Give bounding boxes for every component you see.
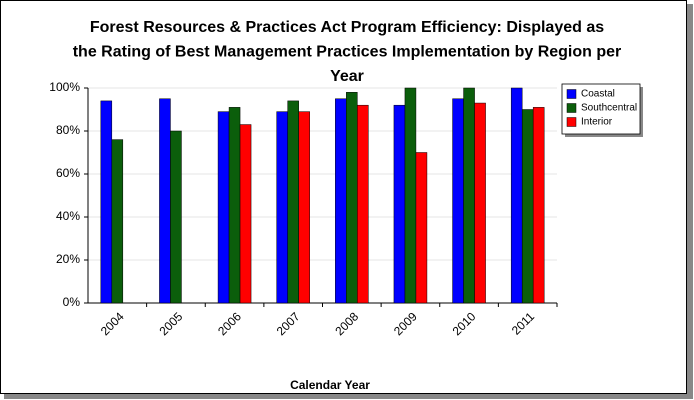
bar [415, 152, 428, 304]
bar [357, 104, 369, 304]
chart-title: Year [330, 68, 364, 85]
legend-label: Southcentral [581, 103, 637, 114]
bar [510, 87, 523, 304]
bar [474, 102, 486, 304]
y-tick-label: 100% [49, 80, 80, 94]
y-tick-label: 80% [56, 123, 80, 137]
bar [346, 92, 358, 304]
bar [463, 87, 475, 304]
legend-swatch [566, 117, 577, 127]
bar [170, 130, 182, 304]
bar [111, 139, 124, 304]
legend-swatch [566, 103, 577, 113]
bar [217, 111, 230, 304]
bar [532, 107, 545, 304]
bar [100, 100, 113, 304]
chart-title: the Rating of Best Management Practices … [73, 44, 622, 61]
y-tick-label: 0% [63, 295, 81, 309]
legend-label: Interior [581, 117, 613, 128]
bar [276, 111, 288, 304]
y-tick-label: 20% [56, 252, 80, 266]
legend-swatch [566, 89, 577, 99]
bar [335, 98, 347, 304]
bar [393, 104, 406, 304]
bar [287, 100, 299, 304]
bar [298, 111, 310, 304]
y-tick-label: 60% [56, 166, 80, 180]
bar [452, 98, 464, 304]
bar [521, 109, 534, 304]
x-axis-label: Calendar Year [290, 378, 370, 392]
chart-title: Forest Resources & Practices Act Program… [90, 19, 604, 36]
bar [404, 87, 417, 304]
bar [159, 98, 171, 304]
legend-label: Coastal [581, 89, 615, 100]
bar [239, 124, 252, 304]
y-tick-label: 40% [56, 209, 80, 223]
bar [228, 107, 241, 304]
